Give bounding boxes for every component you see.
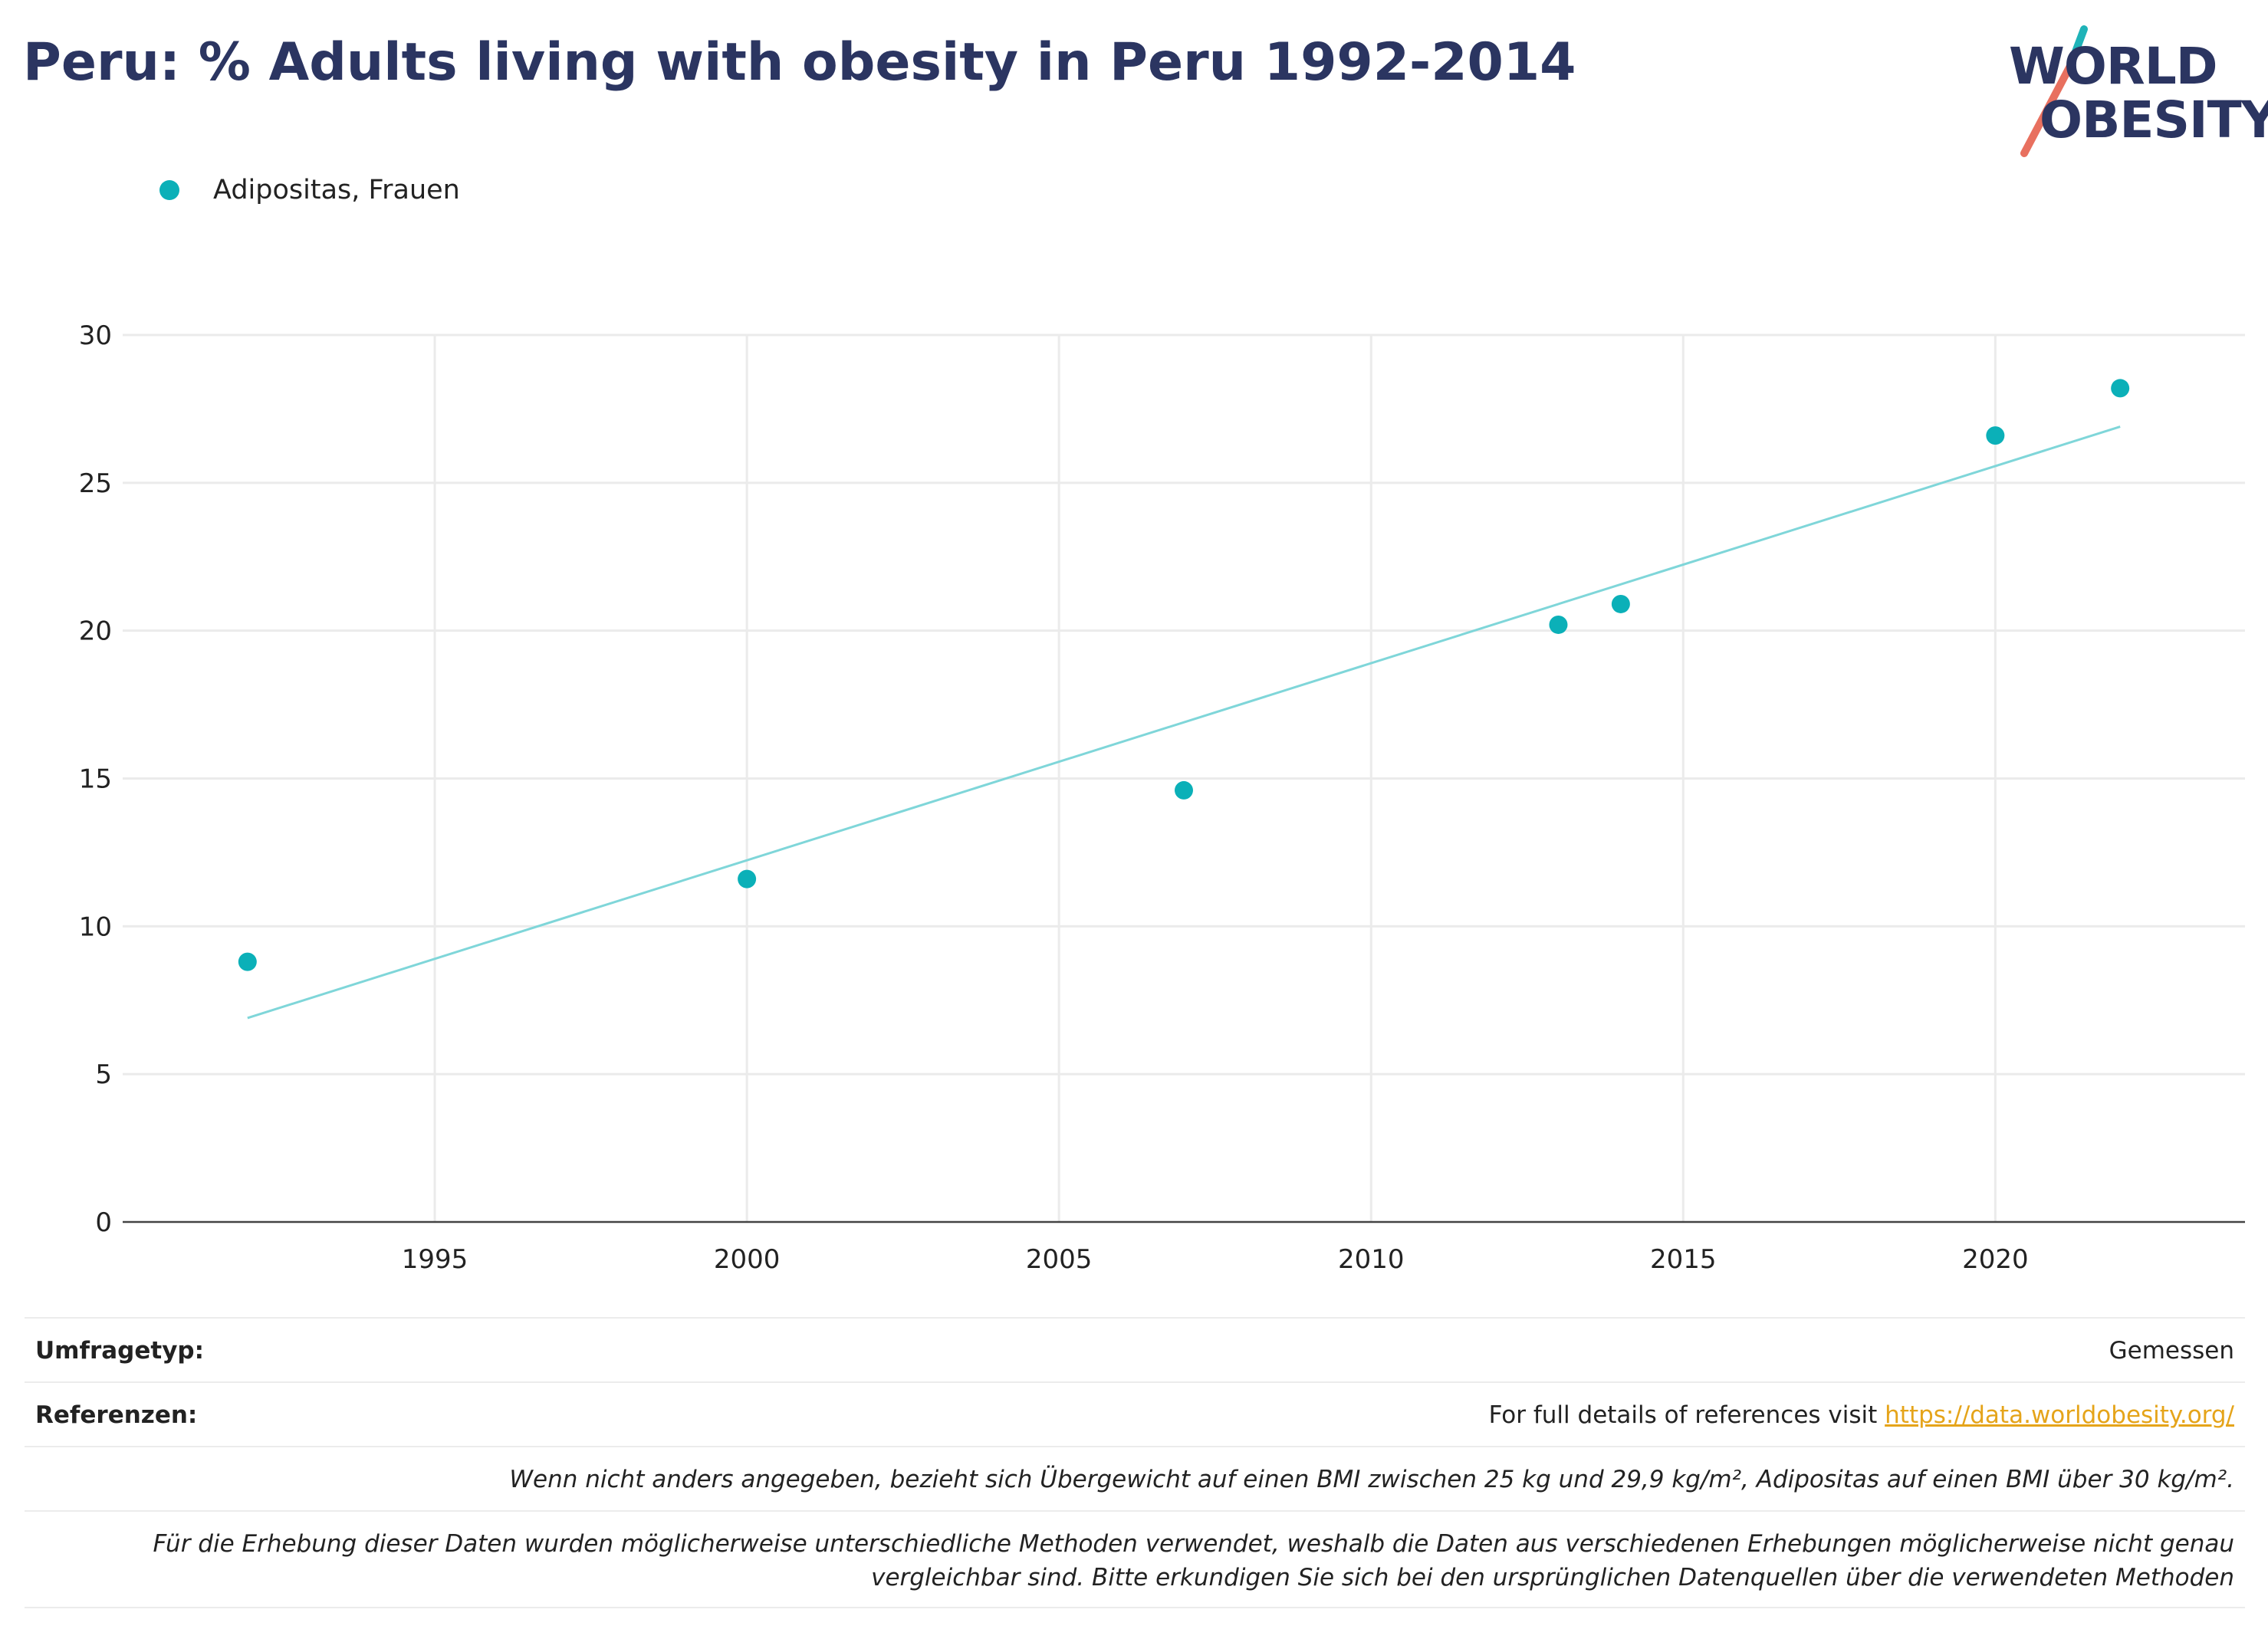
- methods-note-line-1: Für die Erhebung dieser Daten wurden mög…: [153, 1530, 2234, 1558]
- y-tick-label-6: 30: [79, 320, 112, 351]
- x-tick-label-0: 1995: [402, 1244, 468, 1275]
- logo-slash-icon: [2020, 25, 2088, 157]
- references-link[interactable]: https://data.worldobesity.org/: [1885, 1401, 2234, 1429]
- chart-grid: [123, 333, 2245, 1222]
- legend-marker: [159, 180, 179, 200]
- bmi-note-row: Wenn nicht anders angegeben, bezieht sic…: [25, 1446, 2245, 1510]
- x-tick-label-2: 2005: [1026, 1244, 1093, 1275]
- logo-line-obesity: OBESITY: [2040, 90, 2268, 149]
- trendline-group: [247, 425, 2121, 1020]
- y-tick-label-2: 10: [79, 911, 112, 942]
- references-text: For full details of references visit: [1488, 1401, 1885, 1429]
- data-point-1992[interactable]: [238, 952, 257, 971]
- survey-type-label: Umfragetyp:: [35, 1337, 204, 1365]
- y-tick-label-3: 15: [79, 764, 112, 795]
- references-row: Referenzen: For full details of referenc…: [25, 1381, 2245, 1446]
- y-tick-label-0: 0: [95, 1207, 112, 1238]
- y-tick-label-1: 5: [95, 1059, 112, 1090]
- data-points: [238, 379, 2130, 971]
- x-tick-label-5: 2020: [1962, 1244, 2029, 1275]
- x-tick-label-3: 2010: [1338, 1244, 1405, 1275]
- x-tick-label-4: 2015: [1650, 1244, 1717, 1275]
- page-title: Peru: % Adults living with obesity in Pe…: [23, 32, 1576, 93]
- scatter-chart: 0 5 10 15 20 25 30 1995 2000 2005 2010 2015 2020: [79, 320, 2245, 1275]
- data-point-2020[interactable]: [1986, 426, 2005, 445]
- y-tick-label-5: 25: [79, 468, 112, 499]
- bmi-note: Wenn nicht anders angegeben, bezieht sic…: [509, 1466, 2234, 1493]
- references-value: For full details of references visit htt…: [1489, 1401, 2234, 1429]
- methods-note-line-2: vergleichbar sind. Bitte erkundigen Sie …: [871, 1564, 2234, 1591]
- world-obesity-logo: WORLD OBESITY: [2009, 23, 2268, 161]
- data-point-2013[interactable]: [1549, 615, 1568, 634]
- x-tick-label-1: 2000: [714, 1244, 781, 1275]
- methods-note-row: Für die Erhebung dieser Daten wurden mög…: [25, 1510, 2245, 1608]
- legend-label[interactable]: Adipositas, Frauen: [213, 175, 460, 205]
- data-point-2000[interactable]: [738, 869, 757, 888]
- data-point-2014[interactable]: [1611, 594, 1630, 613]
- survey-type-row: Umfragetyp: Gemessen: [25, 1317, 2245, 1381]
- y-tick-label-4: 20: [79, 616, 112, 647]
- references-label: Referenzen:: [35, 1401, 198, 1429]
- data-point-2022[interactable]: [2111, 379, 2130, 398]
- chart-legend: Adipositas, Frauen: [159, 175, 460, 205]
- data-point-2007[interactable]: [1175, 780, 1193, 800]
- logo-line-world: WORLD: [2009, 37, 2218, 96]
- chart-axes: 0 5 10 15 20 25 30 1995 2000 2005 2010 2015 2020: [79, 320, 2245, 1275]
- survey-type-value: Gemessen: [2109, 1337, 2234, 1365]
- trendline: [247, 425, 2121, 1020]
